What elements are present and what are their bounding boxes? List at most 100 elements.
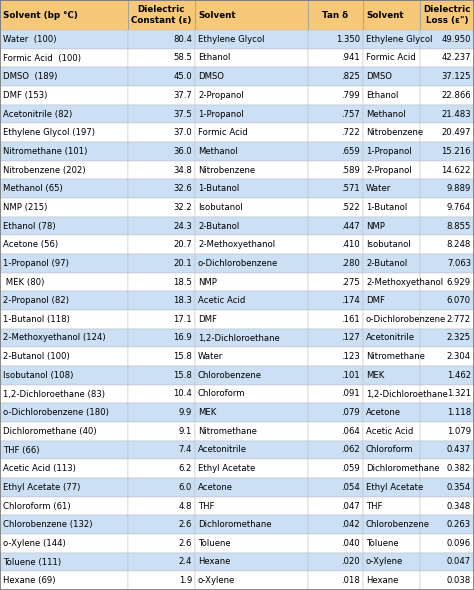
Bar <box>363 366 420 385</box>
Text: 21.483: 21.483 <box>441 110 471 119</box>
Bar <box>363 254 420 273</box>
Bar <box>420 86 474 104</box>
Bar <box>195 553 308 571</box>
Text: 34.8: 34.8 <box>173 166 192 175</box>
Text: Isobutanol (108): Isobutanol (108) <box>3 371 73 380</box>
Bar <box>363 329 420 348</box>
Text: Chloroform (61): Chloroform (61) <box>3 502 71 510</box>
Bar <box>363 104 420 123</box>
Text: 15.8: 15.8 <box>173 371 192 380</box>
Text: Ethyl Acetate (77): Ethyl Acetate (77) <box>3 483 81 492</box>
Bar <box>308 160 363 179</box>
Bar <box>363 217 420 235</box>
Bar <box>308 460 363 478</box>
Bar <box>363 385 420 404</box>
Text: .280: .280 <box>341 259 360 268</box>
Text: Acetic Acid (113): Acetic Acid (113) <box>3 464 76 473</box>
Text: Hexane (69): Hexane (69) <box>3 576 55 585</box>
Text: Solvent: Solvent <box>366 11 404 19</box>
Text: .101: .101 <box>341 371 360 380</box>
Bar <box>128 515 195 534</box>
Bar <box>363 123 420 142</box>
Text: 37.0: 37.0 <box>173 128 192 137</box>
Text: 2.325: 2.325 <box>447 333 471 343</box>
Text: 2-Propanol: 2-Propanol <box>366 166 412 175</box>
Text: Isobutanol: Isobutanol <box>198 203 243 212</box>
Bar <box>420 422 474 441</box>
Bar <box>128 478 195 497</box>
Text: Dichloromethane (40): Dichloromethane (40) <box>3 427 97 436</box>
Bar <box>0 366 128 385</box>
Bar <box>308 198 363 217</box>
Bar <box>128 48 195 67</box>
Bar <box>128 571 195 590</box>
Bar <box>128 366 195 385</box>
Bar <box>128 160 195 179</box>
Text: 6.0: 6.0 <box>179 483 192 492</box>
Text: Ethylene Glycol (197): Ethylene Glycol (197) <box>3 128 95 137</box>
Bar <box>0 48 128 67</box>
Text: 32.6: 32.6 <box>173 184 192 193</box>
Bar <box>363 160 420 179</box>
Text: .571: .571 <box>341 184 360 193</box>
Text: .064: .064 <box>341 427 360 436</box>
Bar <box>308 571 363 590</box>
Text: 9.764: 9.764 <box>447 203 471 212</box>
Text: Methanol: Methanol <box>198 147 237 156</box>
Text: Water: Water <box>366 184 391 193</box>
Text: Acetone (56): Acetone (56) <box>3 240 58 249</box>
Bar <box>420 235 474 254</box>
Bar <box>0 515 128 534</box>
Text: Formic Acid: Formic Acid <box>366 54 416 63</box>
Bar <box>195 67 308 86</box>
Bar <box>128 385 195 404</box>
Text: NMP: NMP <box>198 277 217 287</box>
Text: 10.4: 10.4 <box>173 389 192 398</box>
Text: o-Dichlorobenzene (180): o-Dichlorobenzene (180) <box>3 408 109 417</box>
Text: Acetic Acid: Acetic Acid <box>198 296 246 305</box>
Bar <box>195 48 308 67</box>
Bar <box>308 254 363 273</box>
Bar <box>128 254 195 273</box>
Bar <box>363 273 420 291</box>
Bar <box>420 329 474 348</box>
Text: 0.096: 0.096 <box>447 539 471 548</box>
Bar <box>195 422 308 441</box>
Text: .018: .018 <box>341 576 360 585</box>
Text: NMP (215): NMP (215) <box>3 203 47 212</box>
Text: Chloroform: Chloroform <box>366 445 413 454</box>
Text: o-Dichlorobenzene: o-Dichlorobenzene <box>198 259 278 268</box>
Text: 32.2: 32.2 <box>173 203 192 212</box>
Bar <box>128 404 195 422</box>
Text: MEK: MEK <box>366 371 384 380</box>
Text: DMF: DMF <box>366 296 385 305</box>
Bar <box>420 273 474 291</box>
Bar <box>420 385 474 404</box>
Bar <box>420 553 474 571</box>
Bar <box>420 497 474 515</box>
Text: 37.125: 37.125 <box>441 72 471 81</box>
Bar <box>195 497 308 515</box>
Bar <box>308 310 363 329</box>
Bar <box>0 310 128 329</box>
Text: .042: .042 <box>341 520 360 529</box>
Text: .161: .161 <box>341 315 360 324</box>
Bar <box>0 497 128 515</box>
Text: .410: .410 <box>341 240 360 249</box>
Text: 2-Methoxyethanol: 2-Methoxyethanol <box>366 277 443 287</box>
Bar <box>128 217 195 235</box>
Bar <box>420 404 474 422</box>
Text: Ethyl Acetate: Ethyl Acetate <box>366 483 423 492</box>
Text: 1-Butanol (118): 1-Butanol (118) <box>3 315 70 324</box>
Text: Nitrobenzene (202): Nitrobenzene (202) <box>3 166 86 175</box>
Bar <box>195 460 308 478</box>
Text: 2-Methoxyethanol (124): 2-Methoxyethanol (124) <box>3 333 106 343</box>
Bar <box>363 67 420 86</box>
Bar <box>363 198 420 217</box>
Text: 2-Butanol: 2-Butanol <box>198 221 239 231</box>
Bar <box>420 291 474 310</box>
Bar <box>0 254 128 273</box>
Text: .941: .941 <box>341 54 360 63</box>
Text: THF (66): THF (66) <box>3 445 39 454</box>
Text: Hexane: Hexane <box>198 558 230 566</box>
